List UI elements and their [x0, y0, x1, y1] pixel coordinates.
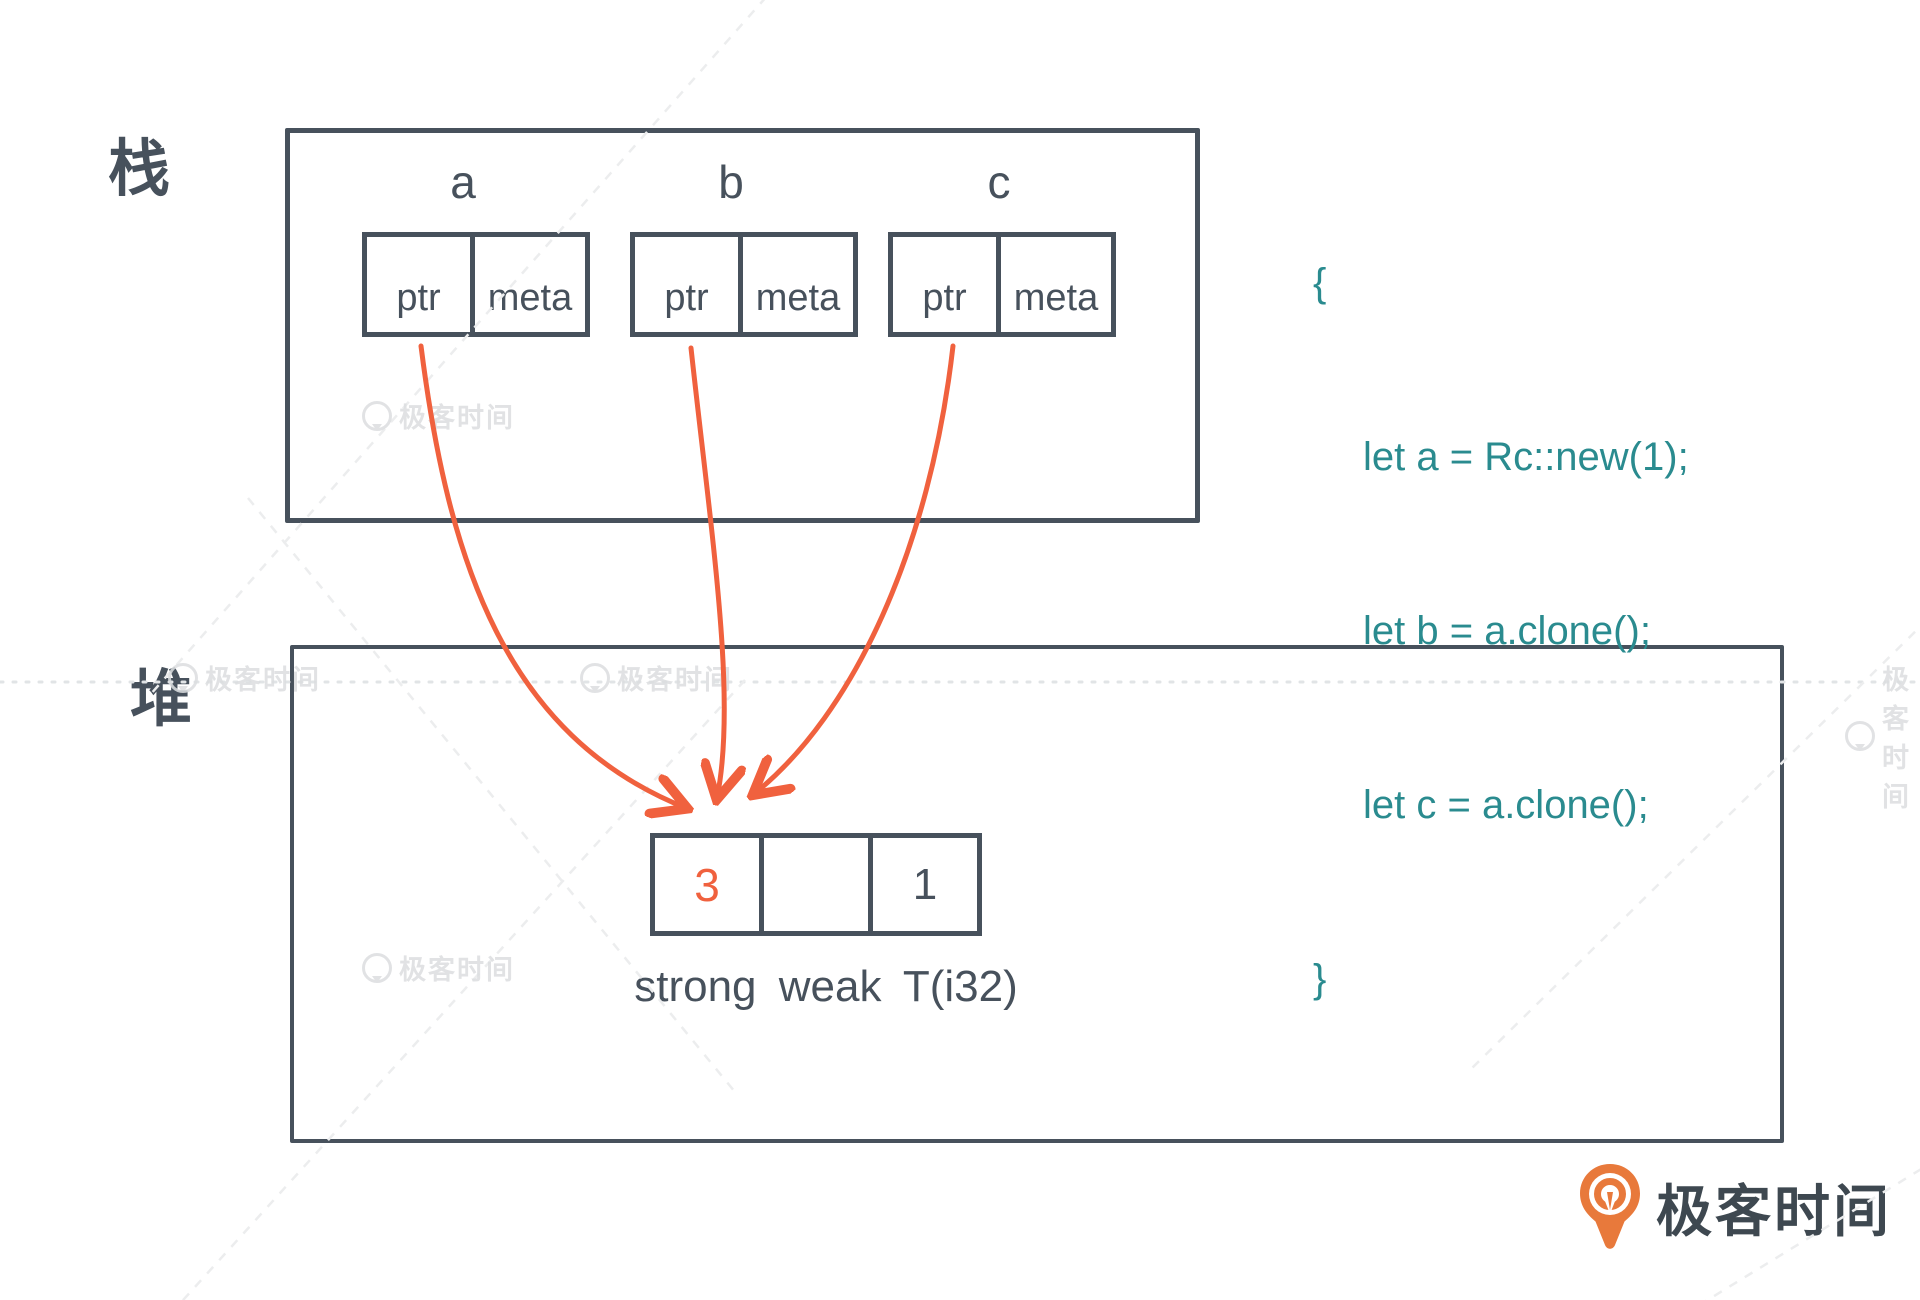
watermark-q-icon — [1845, 721, 1875, 751]
watermark: 极客时间 — [580, 658, 733, 697]
code-line-let-b: let b = a.clone(); — [1363, 609, 1651, 653]
code-line-let-c: let c = a.clone(); — [1363, 783, 1649, 827]
var-a-cells: ptr meta — [362, 232, 590, 337]
stack-region-label: 栈 — [108, 135, 171, 204]
geektime-logo-text: 极客时间 — [1656, 1179, 1892, 1243]
watermark-q-icon — [580, 662, 610, 693]
rc-inner-block: 3 1 — [650, 833, 982, 936]
watermark: 极客时间 — [1845, 658, 1920, 814]
var-c-ptr-cell: ptr — [888, 232, 1001, 337]
var-b-ptr-cell: ptr — [630, 232, 743, 337]
watermark-text: 极客时间 — [1882, 665, 1911, 812]
watermark-text: 极客时间 — [617, 665, 733, 695]
code-line-let-a: let a = Rc::new(1); — [1363, 435, 1689, 479]
code-snippet: { let a = Rc::new(1); let b = a.clone();… — [1313, 138, 1689, 1124]
weak-count-cell — [759, 833, 873, 936]
code-line-close-brace: } — [1313, 957, 1327, 1001]
var-b-cells: ptr meta — [630, 232, 858, 337]
watermark: 极客时间 — [362, 948, 515, 987]
value-cell: 1 — [868, 833, 982, 936]
watermark-text: 极客时间 — [399, 403, 515, 433]
geektime-logo-icon — [1580, 1164, 1640, 1249]
watermark-q-icon — [362, 952, 392, 983]
var-a-ptr-cell: ptr — [362, 232, 475, 337]
heap-cells-caption: strong weak T(i32) — [634, 962, 1018, 1011]
var-a-label: a — [450, 156, 476, 208]
watermark: 极客时间 — [362, 396, 515, 435]
watermark: 极客时间 — [168, 658, 321, 697]
strong-count-cell: 3 — [650, 833, 764, 936]
code-line-open-brace: { — [1313, 261, 1327, 305]
watermark-q-icon — [168, 662, 198, 693]
watermark-text: 极客时间 — [399, 955, 515, 985]
var-c-label: c — [987, 156, 1011, 208]
var-c-cells: ptr meta — [888, 232, 1116, 337]
watermark-q-icon — [362, 400, 392, 431]
geektime-logo: 极客时间 — [1578, 1162, 1892, 1252]
var-c-meta-cell: meta — [996, 232, 1116, 337]
watermark-text: 极客时间 — [205, 665, 321, 695]
var-b-meta-cell: meta — [738, 232, 858, 337]
var-a-meta-cell: meta — [470, 232, 590, 337]
var-b-label: b — [718, 156, 744, 208]
